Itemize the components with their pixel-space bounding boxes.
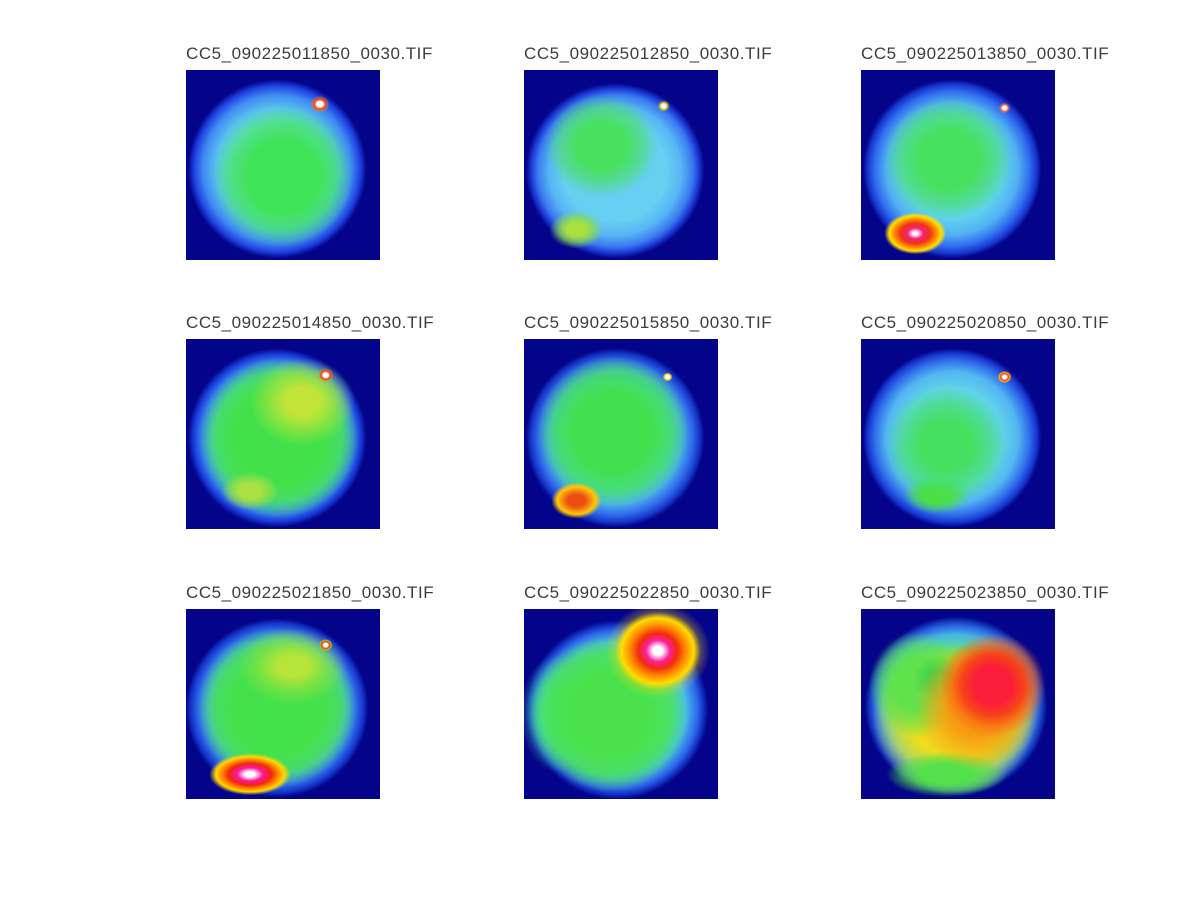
subplot-image	[524, 339, 718, 529]
subplot-1-title: CC5_090225011850_0030.TIF	[186, 44, 433, 63]
subplot-5-title: CC5_090225015850_0030.TIF	[524, 313, 773, 332]
subplot-7-title: CC5_090225021850_0030.TIF	[186, 583, 435, 602]
subplot-1: CC5_090225011850_0030.TIF	[186, 44, 433, 260]
subplot-2: CC5_090225012850_0030.TIF	[524, 44, 773, 260]
subplot-8-title: CC5_090225022850_0030.TIF	[524, 583, 773, 602]
subplot-6: CC5_090225020850_0030.TIF	[861, 313, 1110, 529]
subplot-3-title: CC5_090225013850_0030.TIF	[861, 44, 1110, 63]
subplot-4-title: CC5_090225014850_0030.TIF	[186, 313, 435, 332]
subplot-9: CC5_090225023850_0030.TIF	[861, 583, 1110, 799]
subplot-2-title: CC5_090225012850_0030.TIF	[524, 44, 773, 63]
subplot-5: CC5_090225015850_0030.TIF	[524, 313, 773, 529]
subplot-9-title: CC5_090225023850_0030.TIF	[861, 583, 1110, 602]
subplot-image	[524, 609, 718, 799]
subplot-image	[186, 339, 380, 529]
subplot-image	[186, 609, 380, 799]
subplot-image	[861, 70, 1055, 260]
subplot-image	[861, 609, 1055, 799]
subplot-image	[186, 70, 380, 260]
subplot-6-title: CC5_090225020850_0030.TIF	[861, 313, 1110, 332]
subplot-image	[861, 339, 1055, 529]
subplot-4: CC5_090225014850_0030.TIF	[186, 313, 435, 529]
subplot-3: CC5_090225013850_0030.TIF	[861, 44, 1110, 260]
subplot-7: CC5_090225021850_0030.TIF	[186, 583, 435, 799]
subplot-8: CC5_090225022850_0030.TIF	[524, 583, 773, 799]
subplot-image	[524, 70, 718, 260]
